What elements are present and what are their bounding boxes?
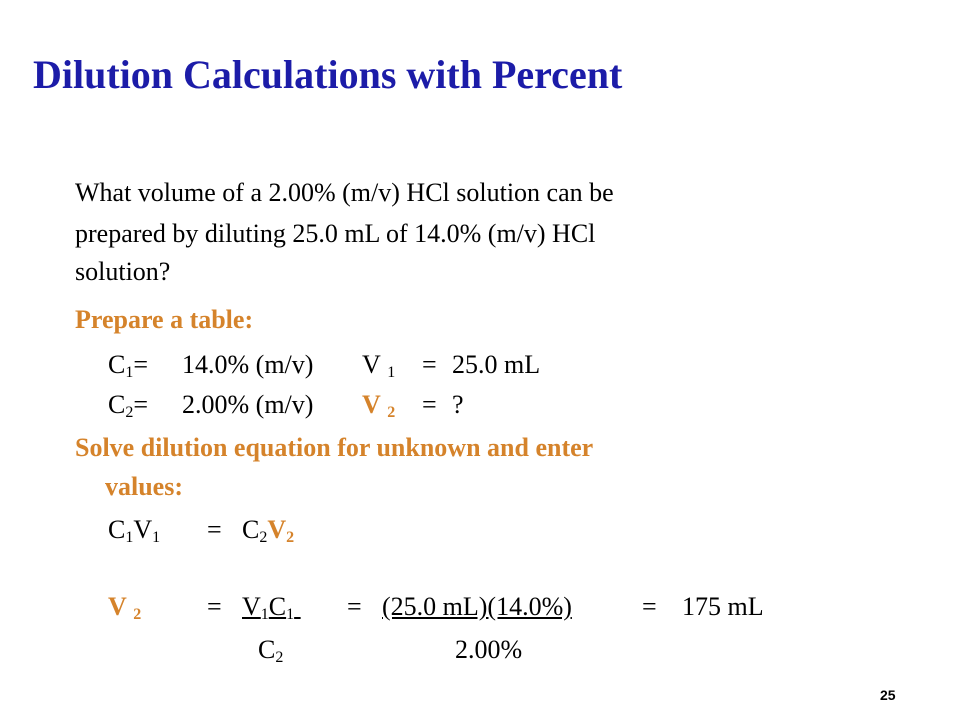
- index: 2: [133, 606, 142, 623]
- result: 175 mL: [682, 592, 764, 621]
- index: 2: [387, 404, 396, 421]
- v-value: ?: [452, 390, 464, 419]
- question-line: prepared by diluting 25.0 mL of 14.0% (m…: [75, 219, 596, 248]
- c-value: 14.0% (m/v): [182, 350, 314, 379]
- symbol: C: [108, 515, 126, 544]
- equation-lhs: C1V1: [108, 515, 161, 546]
- c-symbol: C2=: [108, 390, 149, 421]
- formula-denominator: C2: [258, 635, 284, 666]
- v-value: 25.0 mL: [452, 350, 541, 379]
- index: 2: [259, 529, 268, 546]
- symbol: V: [108, 592, 127, 621]
- v-symbol: V 1: [362, 350, 396, 381]
- equals: =: [207, 515, 222, 544]
- symbol: V: [267, 515, 287, 544]
- symbol: V: [133, 515, 153, 544]
- index: 1: [286, 606, 295, 623]
- index: 1: [125, 364, 134, 381]
- solve-heading-line: values:: [105, 472, 183, 501]
- question-line: solution?: [75, 257, 171, 286]
- symbol: C: [242, 515, 260, 544]
- index: 2: [286, 529, 295, 546]
- index: 1: [260, 606, 269, 623]
- symbol: C: [258, 635, 276, 664]
- equals: =: [133, 350, 149, 379]
- index: 2: [125, 404, 134, 421]
- equals: =: [422, 350, 437, 379]
- symbol: V: [362, 350, 381, 379]
- solve-heading-line: Solve dilution equation for unknown and …: [75, 433, 594, 462]
- index: 2: [275, 649, 284, 666]
- slide-title: Dilution Calculations with Percent: [33, 52, 623, 97]
- symbol: C: [108, 390, 126, 419]
- equals: =: [642, 592, 657, 621]
- equals: =: [207, 592, 222, 621]
- index: 1: [152, 529, 161, 546]
- v-symbol: V 2: [362, 390, 396, 421]
- substituted-denominator: 2.00%: [455, 635, 523, 664]
- c-symbol: C1=: [108, 350, 149, 381]
- formula-numerator: V1C1: [242, 592, 301, 623]
- substituted-numerator: (25.0 mL)(14.0%): [382, 592, 572, 621]
- question-line: What volume of a 2.00% (m/v) HCl solutio…: [75, 178, 614, 207]
- page-number: 25: [880, 687, 896, 703]
- table-heading: Prepare a table:: [75, 305, 254, 334]
- symbol: C: [108, 350, 126, 379]
- symbol: C: [268, 592, 287, 621]
- equals: =: [422, 390, 437, 419]
- equation-rhs: C2V2: [242, 515, 295, 546]
- c-value: 2.00% (m/v): [182, 390, 314, 419]
- equals: =: [133, 390, 149, 419]
- solution-lhs: V 2: [108, 592, 142, 623]
- index: 1: [387, 364, 396, 381]
- symbol: V: [242, 592, 261, 621]
- equals: =: [347, 592, 362, 621]
- index: 1: [125, 529, 134, 546]
- symbol: V: [362, 390, 381, 419]
